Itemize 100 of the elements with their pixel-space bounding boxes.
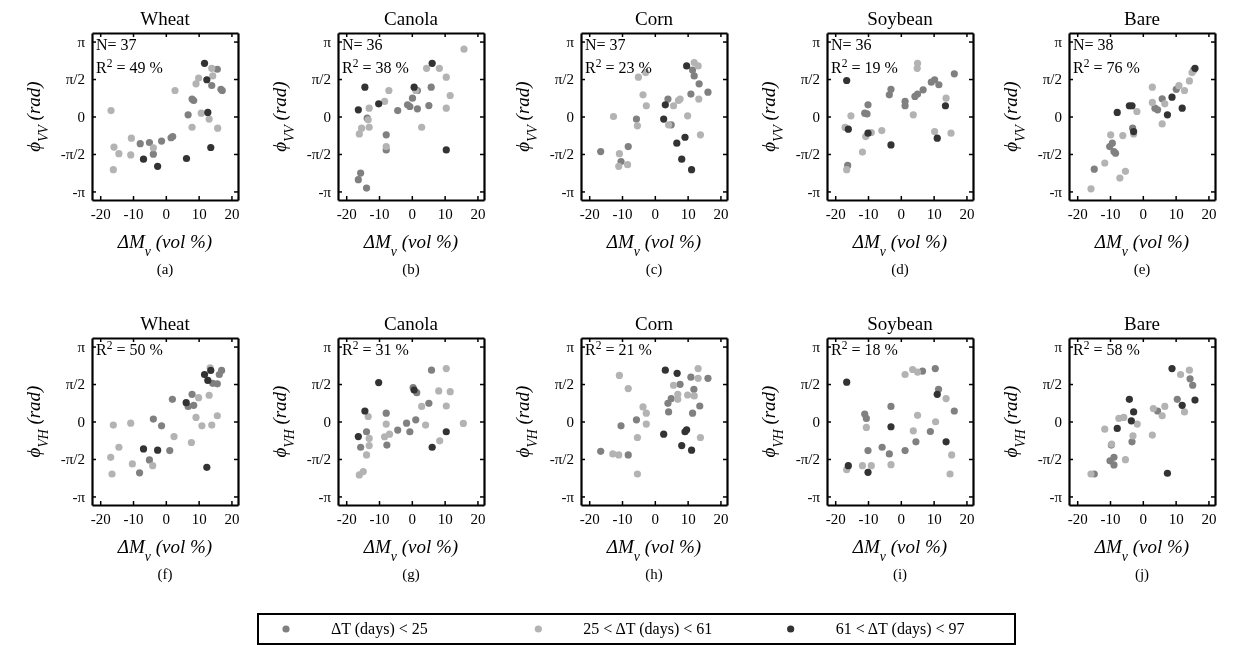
x-tick-label: 10 — [680, 510, 696, 527]
text: (b) — [402, 261, 420, 278]
y-tick-label: π/2 — [65, 376, 85, 393]
chart-title: Soybean — [867, 8, 934, 29]
x-tick-label: 0 — [651, 510, 660, 527]
y-tick-label: π — [1054, 33, 1063, 50]
x-tick-label: 10 — [437, 205, 453, 222]
x-axis-title: ΔM$_{v}$ (vol %) — [1093, 536, 1190, 564]
x-tick-label: -20 — [336, 205, 357, 222]
y-tick-label: π — [566, 338, 575, 355]
x-tick-label: 20 — [470, 205, 486, 222]
y-tick-label: π — [77, 33, 86, 50]
y-tick-label: -π/2 — [549, 146, 574, 163]
x-tick-label: 20 — [713, 205, 729, 222]
chart-title: Wheat — [140, 313, 191, 334]
annotation: R$^{2}$ = 58 % — [1073, 339, 1140, 358]
y-tick-label: π — [812, 338, 821, 355]
text: (a) — [156, 261, 174, 278]
x-tick-label: -10 — [369, 510, 390, 527]
text: ΔT (days) < 25 — [331, 620, 428, 638]
y-tick-label: 0 — [1054, 413, 1062, 430]
y-tick-label: -π — [807, 183, 821, 200]
x-axis-title: ΔM$_{v}$ (vol %) — [605, 536, 702, 564]
chart-title: Bare — [1124, 313, 1160, 334]
x-tick-label: 10 — [191, 510, 207, 527]
annotation: R$^{2}$ = 49 % — [96, 57, 163, 76]
x-tick-label: -10 — [612, 205, 633, 222]
chart-title: Bare — [1124, 8, 1160, 29]
y-tick-label: -π/2 — [795, 146, 820, 163]
y-tick-label: π — [323, 33, 332, 50]
y-tick-label: -π/2 — [60, 146, 85, 163]
y-tick-label: -π — [318, 183, 332, 200]
x-axis-title: ΔM$_{v}$ (vol %) — [851, 231, 948, 259]
x-tick-label: 0 — [897, 510, 906, 527]
x-tick-label: 10 — [926, 205, 942, 222]
annotation: R$^{2}$ = 31 % — [342, 339, 409, 358]
x-tick-label: -10 — [1100, 510, 1121, 527]
annotation: N= 36 — [342, 36, 383, 53]
annotation: R$^{2}$ = 21 % — [585, 339, 652, 358]
text: 61 < ΔT (days) < 97 — [835, 620, 965, 638]
x-tick-label: 20 — [1201, 510, 1217, 527]
x-tick-label: 10 — [437, 510, 453, 527]
y-tick-label: 0 — [323, 108, 331, 125]
y-tick-label: π/2 — [1042, 376, 1062, 393]
x-tick-label: 0 — [162, 510, 171, 527]
x-tick-label: -10 — [612, 510, 633, 527]
chart-title: Corn — [635, 313, 674, 334]
y-tick-label: -π — [561, 183, 575, 200]
x-tick-label: 20 — [1201, 205, 1217, 222]
x-tick-label: -10 — [123, 510, 144, 527]
text: (d) — [891, 261, 909, 278]
annotation: R$^{2}$ = 76 % — [1073, 57, 1140, 76]
text: (g) — [402, 566, 420, 583]
y-tick-label: -π — [72, 183, 86, 200]
y-tick-label: -π/2 — [306, 451, 331, 468]
y-tick-label: -π/2 — [795, 451, 820, 468]
x-tick-label: 20 — [959, 205, 975, 222]
x-tick-label: 10 — [191, 205, 207, 222]
x-tick-label: 20 — [959, 510, 975, 527]
x-tick-label: -20 — [579, 205, 600, 222]
x-tick-label: -10 — [123, 205, 144, 222]
chart-title: Canola — [384, 313, 439, 334]
x-tick-label: 0 — [408, 205, 417, 222]
x-axis-title: ΔM$_{v}$ (vol %) — [605, 231, 702, 259]
annotation: N= 37 — [96, 36, 137, 53]
x-tick-label: 20 — [470, 510, 486, 527]
x-tick-label: -20 — [90, 205, 111, 222]
x-tick-label: 10 — [680, 205, 696, 222]
y-tick-label: π/2 — [800, 376, 820, 393]
y-tick-label: -π — [1049, 183, 1063, 200]
y-tick-label: -π — [561, 488, 575, 505]
annotation: N= 37 — [585, 36, 626, 53]
annotation: R$^{2}$ = 50 % — [96, 339, 163, 358]
x-tick-label: -20 — [1067, 510, 1088, 527]
y-tick-label: -π — [807, 488, 821, 505]
x-tick-label: -20 — [1067, 205, 1088, 222]
x-tick-label: 0 — [1139, 510, 1148, 527]
annotation: N= 36 — [831, 36, 872, 53]
x-tick-label: 10 — [1168, 205, 1184, 222]
y-tick-label: 0 — [566, 108, 574, 125]
x-tick-label: -10 — [1100, 205, 1121, 222]
y-tick-label: 0 — [812, 108, 820, 125]
x-axis-title: ΔM$_{v}$ (vol %) — [362, 231, 459, 259]
x-tick-label: -20 — [825, 205, 846, 222]
y-tick-label: 0 — [77, 413, 85, 430]
annotation: N= 38 — [1073, 36, 1114, 53]
x-tick-label: -10 — [858, 205, 879, 222]
y-tick-label: π/2 — [65, 71, 85, 88]
x-tick-label: -20 — [90, 510, 111, 527]
y-tick-label: π — [323, 338, 332, 355]
x-axis-title: ΔM$_{v}$ (vol %) — [116, 231, 213, 259]
y-tick-label: π/2 — [311, 376, 331, 393]
y-tick-label: -π — [72, 488, 86, 505]
text: (e) — [1133, 261, 1151, 278]
x-tick-label: 10 — [926, 510, 942, 527]
x-axis-title: ΔM$_{v}$ (vol %) — [851, 536, 948, 564]
chart-title: Soybean — [867, 313, 934, 334]
y-tick-label: -π — [318, 488, 332, 505]
text: (f) — [157, 566, 173, 583]
x-tick-label: 20 — [713, 510, 729, 527]
